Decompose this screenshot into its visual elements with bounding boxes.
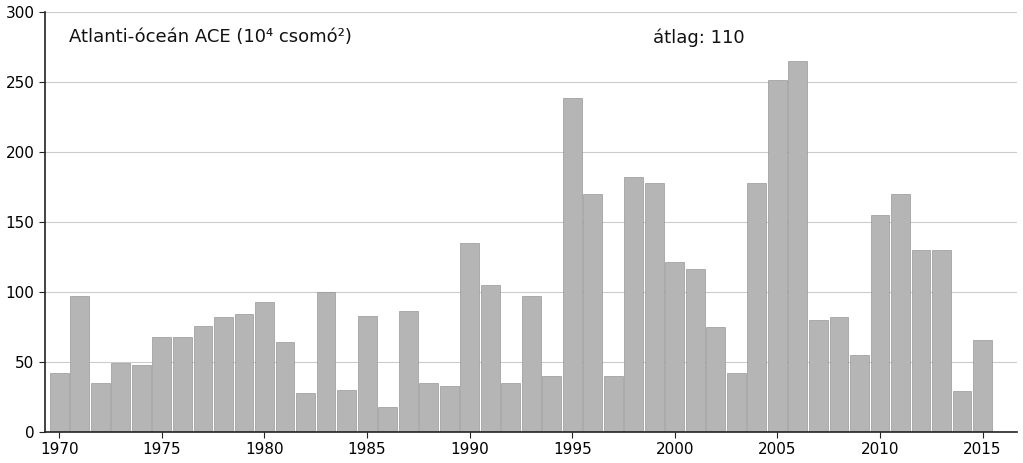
Bar	[665, 263, 684, 432]
Bar	[685, 269, 705, 432]
Bar	[932, 250, 951, 432]
Bar	[460, 243, 479, 432]
Bar	[583, 194, 603, 432]
Bar	[255, 302, 274, 432]
Bar	[850, 355, 869, 432]
Bar	[973, 339, 992, 432]
Bar	[911, 250, 931, 432]
Bar	[419, 383, 438, 432]
Bar	[173, 337, 192, 432]
Bar	[50, 373, 69, 432]
Bar	[338, 390, 356, 432]
Bar	[234, 314, 254, 432]
Bar	[604, 376, 623, 432]
Bar	[644, 182, 664, 432]
Bar	[501, 383, 520, 432]
Bar	[275, 342, 295, 432]
Bar	[193, 325, 213, 432]
Bar	[440, 386, 458, 432]
Bar	[296, 393, 315, 432]
Bar	[871, 215, 889, 432]
Bar	[316, 292, 336, 432]
Bar	[727, 373, 746, 432]
Bar	[71, 296, 89, 432]
Bar	[379, 407, 397, 432]
Bar	[399, 312, 417, 432]
Bar	[891, 194, 909, 432]
Bar	[481, 285, 499, 432]
Bar	[768, 80, 787, 432]
Text: Atlanti-óceán ACE (10⁴ csomó²): Atlanti-óceán ACE (10⁴ csomó²)	[70, 28, 352, 46]
Bar	[563, 99, 582, 432]
Bar	[358, 316, 376, 432]
Bar	[748, 182, 766, 432]
Bar	[522, 296, 540, 432]
Bar	[624, 177, 643, 432]
Bar	[789, 61, 807, 432]
Bar	[707, 327, 725, 432]
Text: átlag: 110: átlag: 110	[653, 28, 745, 47]
Bar	[809, 320, 828, 432]
Bar	[830, 317, 848, 432]
Bar	[91, 383, 109, 432]
Bar	[214, 317, 233, 432]
Bar	[542, 376, 562, 432]
Bar	[112, 363, 130, 432]
Bar	[152, 337, 172, 432]
Bar	[952, 391, 972, 432]
Bar	[132, 365, 150, 432]
